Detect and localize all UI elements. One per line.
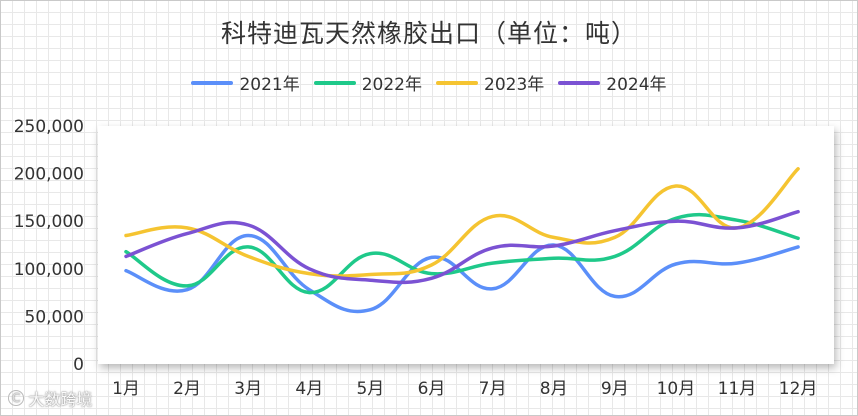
legend-item[interactable]: 2024年 <box>558 70 667 95</box>
x-tick-label: 7月 <box>479 379 507 399</box>
y-tick-label: 50,000 <box>25 307 84 327</box>
y-tick-label: 0 <box>73 355 84 375</box>
watermark-logo-icon: C <box>8 390 25 406</box>
x-tick-label: 3月 <box>234 379 262 399</box>
legend-label: 2024年 <box>606 75 667 95</box>
x-tick-label: 10月 <box>657 379 696 399</box>
x-tick-label: 5月 <box>356 379 384 399</box>
legend-label: 2022年 <box>361 75 422 95</box>
legend-swatch <box>191 80 234 85</box>
chart-title: 科特迪瓦天然橡胶出口（单位：吨） <box>220 19 637 48</box>
legend-swatch <box>558 80 601 85</box>
legend-label: 2023年 <box>484 75 545 95</box>
legend-item[interactable]: 2022年 <box>313 70 422 95</box>
y-tick-label: 100,000 <box>14 260 84 280</box>
y-tick-label: 150,000 <box>14 212 84 232</box>
watermark: C 大数跨境 <box>8 386 92 410</box>
legend-item[interactable]: 2023年 <box>436 70 544 95</box>
watermark-text: 大数跨境 <box>28 390 93 409</box>
legend-swatch <box>313 80 356 85</box>
x-tick-label: 12月 <box>779 379 818 399</box>
legend-item[interactable]: 2021年 <box>191 70 300 95</box>
series-line-2023年[interactable] <box>124 167 800 278</box>
series-line-2022年[interactable] <box>124 212 800 295</box>
x-tick-label: 9月 <box>601 379 629 399</box>
y-tick-label: 200,000 <box>14 165 84 185</box>
x-tick-label: 6月 <box>418 379 446 399</box>
x-tick-label: 8月 <box>540 379 568 399</box>
plot-area <box>98 126 834 364</box>
x-tick-label: 4月 <box>295 379 323 399</box>
legend-swatch <box>436 80 478 85</box>
x-tick-label: 2月 <box>173 379 201 399</box>
x-tick-label: 1月 <box>112 379 140 399</box>
y-tick-label: 250,000 <box>14 117 84 137</box>
series-line-2024年[interactable] <box>124 209 800 285</box>
legend-label: 2021年 <box>239 75 300 95</box>
x-tick-label: 11月 <box>718 379 757 399</box>
legend: 2021年 2022年 2023年 2024年 <box>0 70 858 95</box>
